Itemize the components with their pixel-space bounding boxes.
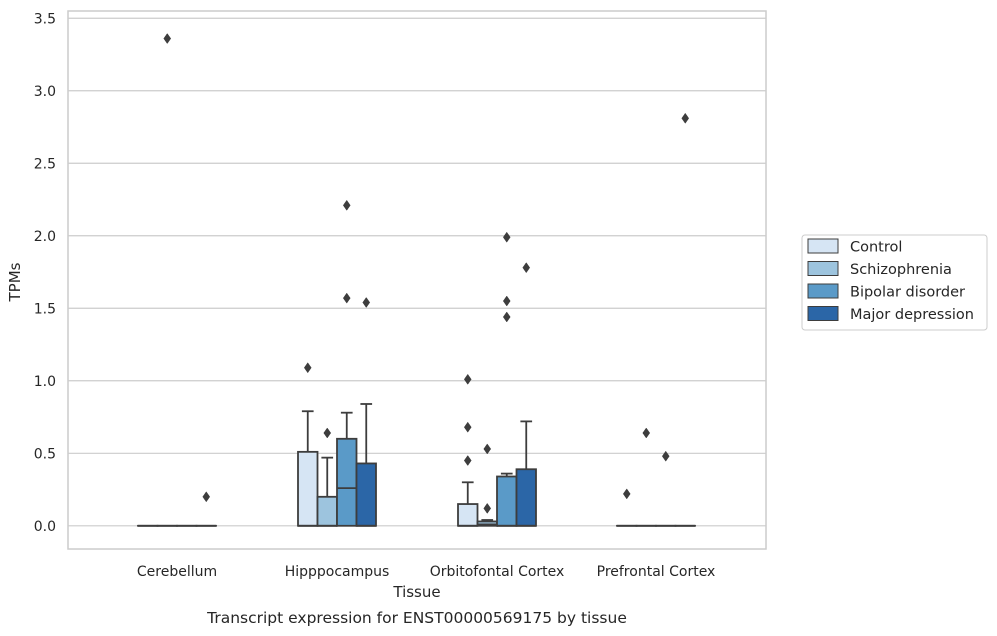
legend-label: Control	[850, 240, 902, 256]
outlier-point	[463, 373, 472, 385]
plot-frame	[67, 10, 767, 550]
x-tick-label: Prefrontal Cortex	[597, 564, 716, 580]
series-bipolar-disorder	[176, 199, 677, 527]
outlier-point	[163, 33, 172, 44]
y-tick-label: 0.5	[34, 446, 56, 462]
outlier-point	[502, 231, 511, 243]
chart-caption: Transcript expression for ENST0000056917…	[206, 609, 627, 627]
outlier-point	[323, 427, 332, 439]
box-series	[137, 33, 696, 527]
outlier-point	[303, 362, 312, 374]
outlier-point	[642, 427, 651, 439]
outlier-point	[622, 488, 631, 500]
legend-label: Schizophrenia	[850, 262, 952, 278]
outlier-point	[661, 450, 670, 462]
y-tick-label: 3.5	[34, 11, 56, 27]
x-axis-label: Tissue	[392, 583, 440, 601]
x-tick-label: Orbitofontal Cortex	[430, 564, 565, 580]
y-tick-label: 1.5	[34, 301, 56, 317]
legend-label: Bipolar disorder	[850, 285, 965, 301]
outlier-point	[522, 262, 531, 274]
outlier-point	[342, 199, 351, 211]
box	[336, 437, 358, 527]
x-tick-label: Cerebellum	[137, 564, 217, 580]
series-control	[137, 362, 638, 527]
y-tick-label: 1.0	[34, 374, 56, 390]
outlier-point	[463, 421, 472, 433]
y-tick-label: 2.0	[34, 229, 56, 245]
legend: Control Schizophrenia Bipolar disorder Majo…	[801, 234, 988, 331]
box	[515, 468, 537, 527]
grid-lines	[68, 17, 766, 527]
outlier-point	[502, 295, 511, 307]
outlier-point	[483, 443, 492, 455]
box	[316, 495, 338, 527]
outlier-point	[362, 297, 371, 308]
series-schizophrenia	[156, 33, 657, 527]
legend-swatch	[807, 283, 839, 299]
legend-frame	[801, 234, 988, 331]
x-axis-ticks: Cerebellum Hipppocampus Orbitofontal Corte…	[137, 564, 715, 580]
outlier-point	[681, 112, 690, 124]
legend-swatch	[807, 238, 839, 254]
y-axis-label: TPMs	[6, 262, 24, 302]
legend-label: Major depression	[850, 307, 974, 323]
y-axis-ticks: 0.0 0.5 1.0 1.5 2.0 2.5 3.0 3.5	[34, 11, 56, 535]
x-tick-label: Hipppocampus	[285, 564, 390, 580]
outlier-point	[463, 455, 472, 466]
box	[297, 450, 319, 527]
legend-swatch	[807, 261, 839, 276]
box	[355, 462, 377, 527]
legend-swatch	[807, 306, 839, 321]
y-tick-label: 2.5	[34, 156, 56, 172]
y-tick-label: 0.0	[34, 519, 56, 535]
box	[457, 503, 479, 527]
y-tick-label: 3.0	[34, 84, 56, 100]
outlier-point	[342, 292, 351, 304]
outlier-point	[502, 311, 511, 323]
outlier-point	[483, 502, 492, 514]
outlier-point	[202, 491, 211, 503]
box	[496, 475, 518, 527]
series-major-depression	[195, 112, 696, 527]
